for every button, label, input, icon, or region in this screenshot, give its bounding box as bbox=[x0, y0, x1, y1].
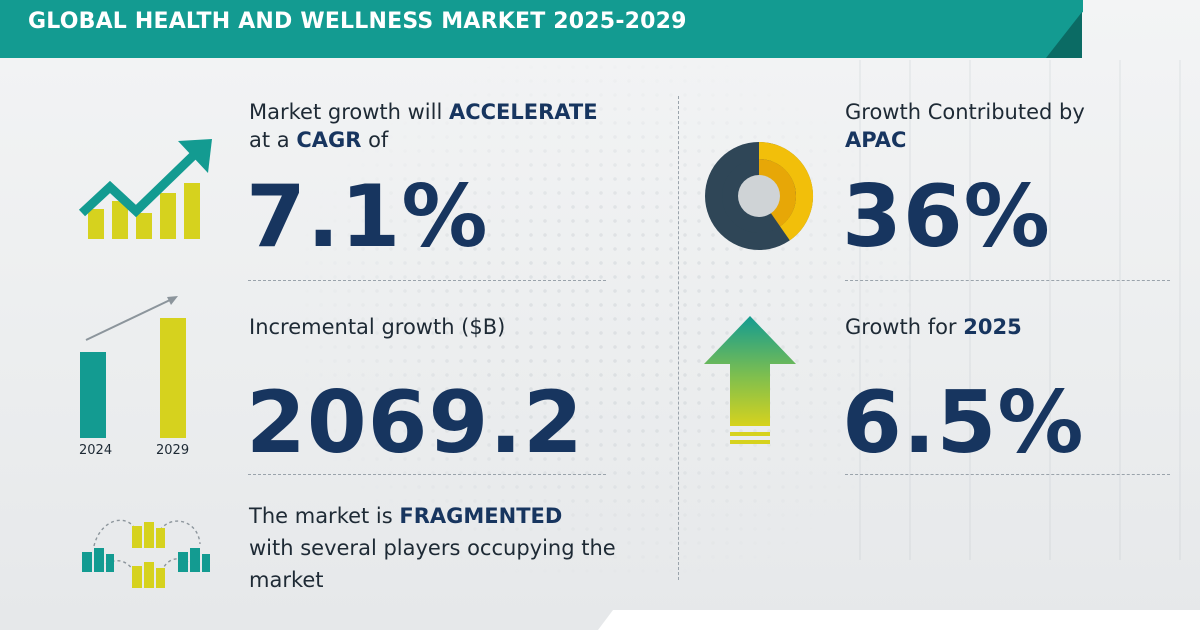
market-label-line3: market bbox=[249, 568, 324, 592]
cagr-label-emphasis: ACCELERATE bbox=[448, 100, 598, 124]
divider-left-2 bbox=[248, 474, 606, 475]
column-divider bbox=[678, 96, 679, 580]
market-label-prefix: The market is bbox=[249, 504, 400, 528]
market-label-line2: with several players occupying the bbox=[249, 536, 616, 560]
yoy-label-prefix: Growth for bbox=[845, 315, 964, 339]
region-value: 36% bbox=[842, 167, 1051, 267]
region-name-text: APAC bbox=[845, 128, 907, 152]
background-line-pattern bbox=[859, 60, 1181, 560]
cagr-label-of: of bbox=[361, 128, 389, 152]
divider-right-1 bbox=[845, 280, 1170, 281]
incremental-value: 2069.2 bbox=[246, 373, 584, 473]
up-arrow-icon bbox=[704, 316, 796, 444]
cagr-label-prefix: Market growth will bbox=[249, 100, 449, 124]
region-name: APAC bbox=[845, 126, 906, 155]
background-dot-map bbox=[300, 60, 920, 580]
cagr-label-at: at a bbox=[249, 128, 297, 152]
year-end-label: 2029 bbox=[156, 443, 190, 458]
header-banner bbox=[0, 0, 1083, 58]
divider-left-1 bbox=[248, 280, 606, 281]
cagr-label-line1: Market growth will ACCELERATE bbox=[249, 98, 598, 127]
cagr-value: 7.1% bbox=[246, 167, 489, 267]
fragmented-buildings-icon bbox=[82, 519, 210, 588]
yoy-value: 6.5% bbox=[842, 373, 1085, 473]
yoy-label-year: 2025 bbox=[963, 315, 1022, 339]
incremental-label: Incremental growth ($B) bbox=[249, 315, 506, 339]
cagr-label-line2: at a CAGR of bbox=[249, 126, 388, 155]
page-title: GLOBAL HEALTH AND WELLNESS MARKET 2025-2… bbox=[28, 9, 687, 34]
bar-comparison-icon bbox=[80, 296, 186, 438]
growth-chart-icon bbox=[78, 139, 212, 239]
cagr-label-cagr: CAGR bbox=[296, 128, 362, 152]
footer-bar bbox=[598, 610, 1200, 630]
divider-right-2 bbox=[845, 474, 1170, 475]
market-label-emphasis: FRAGMENTED bbox=[399, 504, 563, 528]
region-label: Growth Contributed by bbox=[845, 100, 1085, 124]
market-label-line1: The market is FRAGMENTED bbox=[249, 502, 562, 531]
yoy-label: Growth for 2025 bbox=[845, 313, 1022, 342]
donut-chart-icon bbox=[705, 141, 814, 250]
year-start-label: 2024 bbox=[79, 443, 113, 458]
